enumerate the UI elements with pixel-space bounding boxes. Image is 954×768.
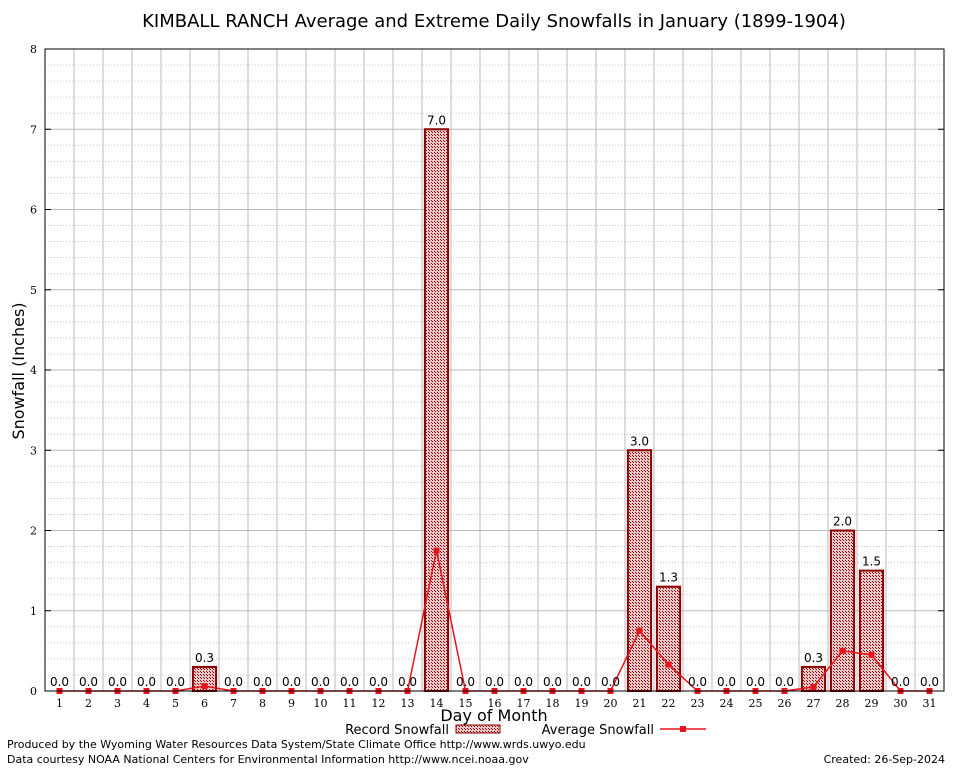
x-tick-label: 31 (923, 697, 937, 710)
x-tick-labels: 1 2 3 4 5 6 7 8 9 10 11 12 13 14 15 16 17 18 19 20 21 22 23 24 2… (56, 697, 937, 710)
data-label: 0.0 (456, 675, 475, 689)
x-tick-label: 7 (230, 697, 237, 710)
average-point (636, 627, 643, 634)
data-label: 0.3 (804, 651, 823, 665)
x-tick-label: 18 (546, 697, 560, 710)
average-point (839, 647, 846, 654)
x-tick-label: 29 (865, 697, 879, 710)
grid (44, 48, 945, 692)
data-label: 0.0 (891, 675, 910, 689)
x-tick-label: 12 (372, 697, 386, 710)
x-tick-label: 25 (749, 697, 763, 710)
record-bar (626, 449, 653, 692)
x-tick-label: 2 (85, 697, 92, 710)
legend-average-marker (680, 726, 686, 732)
record-bar (423, 128, 450, 692)
data-label: 0.0 (717, 675, 736, 689)
x-tick-label: 21 (633, 697, 647, 710)
x-tick-label: 8 (259, 697, 266, 710)
data-label: 7.0 (427, 113, 446, 127)
data-label: 0.0 (920, 675, 939, 689)
record-bar (655, 585, 682, 692)
legend-record-label: Record Snowfall (345, 723, 449, 738)
x-tick-label: 6 (201, 697, 208, 710)
x-tick-label: 26 (778, 697, 792, 710)
data-labels: 0.0 0.0 0.0 0.0 0.0 0.3 0.0 0.0 0.0 0.0 0.0 0.0 0.0 7… (50, 113, 939, 689)
x-tick-label: 16 (488, 697, 502, 710)
data-label: 1.5 (862, 555, 881, 569)
x-tick-label: 3 (114, 697, 121, 710)
y-tick-labels: 0 1 2 3 4 5 6 7 8 (30, 43, 944, 698)
x-tick-label: 28 (836, 697, 850, 710)
data-label: 2.0 (833, 515, 852, 529)
average-point (665, 661, 672, 668)
chart-title: KIMBALL RANCH Average and Extreme Daily … (142, 11, 846, 32)
x-tick-label: 14 (430, 697, 444, 710)
x-tick-label: 9 (288, 697, 295, 710)
data-label: 1.3 (659, 571, 678, 585)
data-label: 0.0 (601, 675, 620, 689)
x-tick-label: 22 (662, 697, 676, 710)
y-tick-label: 6 (30, 204, 37, 217)
data-label: 0.0 (311, 675, 330, 689)
record-bar (829, 529, 856, 692)
x-tick-label: 27 (807, 697, 821, 710)
legend: Record Snowfall Average Snowfall (345, 723, 706, 738)
y-tick-label: 8 (30, 43, 37, 56)
average-point (810, 683, 817, 690)
y-tick-label: 1 (30, 605, 37, 618)
record-bar (858, 569, 885, 692)
x-tick-label: 1 (56, 697, 63, 710)
data-label: 0.0 (166, 675, 185, 689)
data-label: 0.0 (137, 675, 156, 689)
legend-average-label: Average Snowfall (542, 723, 654, 738)
average-point (433, 547, 440, 554)
y-tick-label: 7 (30, 123, 37, 136)
data-label: 0.0 (514, 675, 533, 689)
x-tick-label: 30 (894, 697, 908, 710)
x-tick-label: 5 (172, 697, 179, 710)
x-tick-label: 17 (517, 697, 531, 710)
data-label: 0.0 (224, 675, 243, 689)
x-tick-label: 20 (604, 697, 618, 710)
data-label: 0.0 (369, 675, 388, 689)
y-tick-label: 5 (30, 284, 37, 297)
data-label: 0.0 (253, 675, 272, 689)
data-label: 0.0 (775, 675, 794, 689)
x-tick-label: 15 (459, 697, 473, 710)
data-label: 0.0 (543, 675, 562, 689)
y-tick-label: 3 (30, 444, 37, 457)
footer-produced-by: Produced by the Wyoming Water Resources … (7, 738, 586, 751)
data-label: 0.0 (746, 675, 765, 689)
x-tick-label: 4 (143, 697, 150, 710)
legend-record-swatch (455, 724, 501, 734)
data-label: 0.0 (50, 675, 69, 689)
data-label: 0.0 (108, 675, 127, 689)
y-tick-label: 2 (30, 525, 37, 538)
data-label: 0.0 (282, 675, 301, 689)
data-label: 3.0 (630, 434, 649, 448)
data-label: 0.3 (195, 651, 214, 665)
y-tick-label: 4 (30, 364, 37, 377)
footer-created: Created: 26-Sep-2024 (823, 753, 945, 766)
footer-data-courtesy: Data courtesy NOAA National Centers for … (7, 753, 529, 766)
x-tick-label: 11 (343, 697, 357, 710)
data-label: 0.0 (688, 675, 707, 689)
data-label: 0.0 (398, 675, 417, 689)
data-label: 0.0 (340, 675, 359, 689)
y-tick-label: 0 (30, 685, 37, 698)
x-tick-label: 19 (575, 697, 589, 710)
x-axis-label: Day of Month (440, 706, 547, 725)
x-tick-label: 24 (720, 697, 734, 710)
data-label: 0.0 (572, 675, 591, 689)
average-point (201, 683, 208, 690)
x-tick-label: 23 (691, 697, 705, 710)
average-point (868, 651, 875, 658)
x-tick-label: 13 (401, 697, 415, 710)
x-tick-label: 10 (314, 697, 328, 710)
data-label: 0.0 (79, 675, 98, 689)
y-axis-label: Snowfall (Inches) (9, 302, 28, 439)
data-label: 0.0 (485, 675, 504, 689)
